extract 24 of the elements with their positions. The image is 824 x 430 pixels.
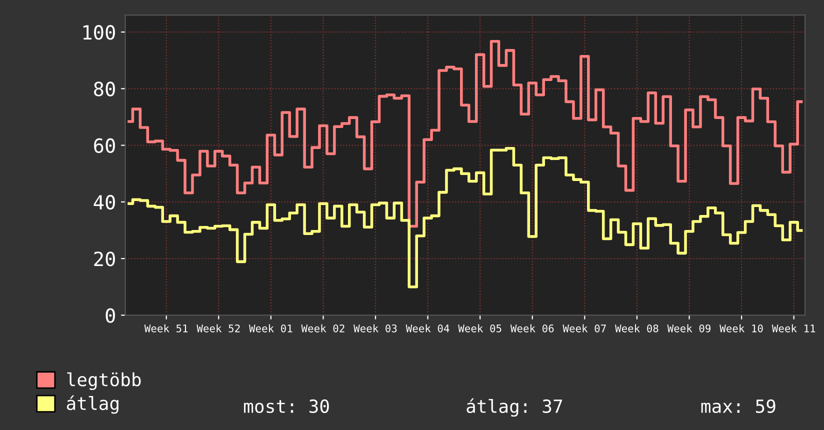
text: átlag: 37 bbox=[466, 398, 562, 417]
legend-label: átlag bbox=[66, 395, 118, 414]
y-tick-label: 20 bbox=[94, 252, 115, 266]
x-tick-label: Week 03 bbox=[354, 324, 397, 332]
y-tick-label: 100 bbox=[83, 25, 115, 40]
x-tick-label: Week 51 bbox=[144, 324, 188, 332]
text: most: 30 bbox=[244, 399, 329, 414]
x-tick-label: Week 09 bbox=[667, 324, 710, 332]
x-tick-label: Week 52 bbox=[196, 324, 240, 332]
y-tick-label: 0 bbox=[106, 308, 115, 323]
x-tick-label: Week 02 bbox=[301, 324, 344, 332]
x-tick-label: Week 10 bbox=[720, 324, 763, 332]
x-tick-label: Week 01 bbox=[248, 324, 292, 332]
text: max: 59 bbox=[701, 399, 776, 414]
x-tick-label: Week 08 bbox=[615, 324, 658, 332]
y-tick-label: 80 bbox=[94, 82, 115, 96]
legend-label: legtöbb bbox=[67, 372, 141, 390]
y-tick-label: 40 bbox=[94, 194, 115, 210]
x-tick-label: Week 06 bbox=[510, 324, 554, 332]
y-tick-label: 60 bbox=[94, 138, 115, 154]
x-tick-label: Week 05 bbox=[458, 324, 502, 332]
x-tick-label: Week 04 bbox=[406, 324, 450, 332]
x-tick-label: Week 07 bbox=[562, 324, 606, 332]
x-tick-label: Week 11 bbox=[772, 324, 816, 332]
